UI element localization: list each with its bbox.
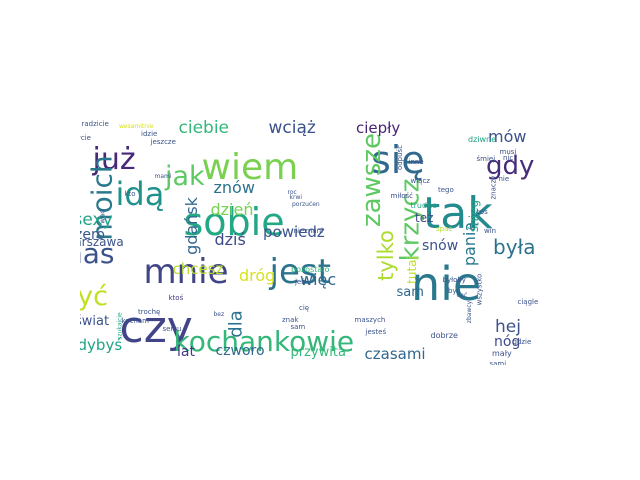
word: też	[415, 211, 434, 225]
word: znaczy	[489, 174, 498, 200]
word: tutaj	[404, 256, 419, 284]
word: nic	[503, 153, 514, 162]
word: dać	[456, 292, 468, 299]
word: pozostało	[291, 265, 330, 274]
word: być	[448, 286, 461, 295]
word: hej	[495, 316, 521, 337]
word: kto	[124, 189, 136, 198]
word: wszystko	[475, 273, 484, 305]
word: znów	[213, 178, 255, 197]
word: ciebie	[178, 117, 230, 138]
word: ciągle	[517, 297, 539, 306]
word: sam	[290, 322, 306, 331]
word: mały	[492, 349, 512, 358]
word: świat	[80, 313, 110, 329]
word: chcesz	[172, 259, 224, 278]
word: dziś	[214, 230, 246, 249]
word: czy	[119, 302, 193, 353]
word: win	[484, 226, 497, 235]
word: mami	[154, 173, 172, 180]
word: śmiej	[476, 154, 496, 163]
word: się	[371, 138, 425, 182]
word: tak	[423, 188, 493, 239]
word: jest	[269, 252, 331, 292]
word: porzućen	[292, 201, 320, 208]
word-cloud: tak nie sobie mnie jest czy kochankowie wiem się…	[80, 115, 570, 365]
word: wiącz	[410, 176, 430, 185]
word: czworo	[215, 343, 265, 359]
word: powiedz	[263, 222, 325, 241]
word: maszych	[354, 315, 386, 324]
word: życie	[80, 133, 91, 142]
word: dziwne	[468, 135, 497, 144]
word: nie	[498, 174, 510, 183]
word: zbawcy	[466, 300, 474, 324]
word: śnieg	[467, 199, 482, 233]
word: gdzie	[512, 337, 532, 346]
word: warszawa	[80, 235, 124, 249]
word: była	[493, 235, 536, 259]
word: ciepły	[356, 118, 401, 137]
word: być	[80, 280, 108, 312]
word: mów	[488, 127, 527, 146]
word: byłoby	[442, 275, 466, 284]
word: już	[92, 142, 136, 177]
word: wad	[98, 208, 107, 224]
word: idzie	[141, 129, 158, 138]
word: tylko	[373, 229, 398, 281]
word: dobrze	[430, 331, 458, 340]
word: bez	[213, 311, 225, 318]
word: spać	[436, 224, 453, 233]
word: gdańsk	[181, 197, 201, 255]
word: dzień	[210, 200, 254, 219]
word: sam	[396, 284, 424, 300]
word: ktoś	[168, 293, 184, 302]
word: sobie	[183, 200, 285, 244]
word: mnie	[143, 252, 229, 292]
word: więc	[300, 270, 337, 289]
word: jak	[165, 160, 205, 192]
word: inne	[408, 157, 424, 166]
word: roc	[287, 189, 297, 196]
word: jeśli	[295, 277, 309, 286]
word: przywita	[290, 344, 346, 360]
word: jesteś	[365, 327, 387, 336]
word: odpuść	[395, 144, 404, 170]
word: wiem	[201, 147, 299, 188]
word: radzicie	[81, 119, 109, 128]
word: zero	[80, 227, 105, 243]
word: nie	[411, 257, 482, 311]
word: gdybyś	[80, 335, 123, 354]
word: idą	[115, 175, 165, 213]
word: czasami	[364, 344, 426, 363]
word: zawsze	[357, 132, 388, 228]
word: snów	[422, 238, 459, 254]
word: kocham	[121, 316, 149, 325]
word: tego	[438, 185, 454, 194]
word: dla	[225, 310, 247, 338]
word: musi	[499, 147, 517, 156]
word: cię	[299, 303, 310, 312]
word: sercu	[162, 324, 182, 333]
word: znak	[282, 315, 299, 324]
word: gdy	[486, 151, 535, 181]
word: cos	[476, 207, 488, 216]
word: wesamitnie	[119, 123, 154, 130]
word: dróg	[239, 266, 276, 285]
word: trochę	[138, 307, 161, 316]
word: krwi	[289, 194, 303, 201]
word: trudne	[410, 201, 438, 210]
word: jeszcze	[150, 137, 176, 146]
word: nas	[80, 237, 115, 270]
word: lat	[177, 344, 195, 360]
word: nieznani	[293, 226, 323, 235]
word: sexy	[80, 209, 113, 230]
word: kochankowie	[173, 325, 355, 358]
word: nóg	[494, 334, 521, 350]
word: wciąż	[268, 117, 316, 138]
word: miłość	[390, 191, 414, 200]
word: sami	[489, 359, 507, 365]
